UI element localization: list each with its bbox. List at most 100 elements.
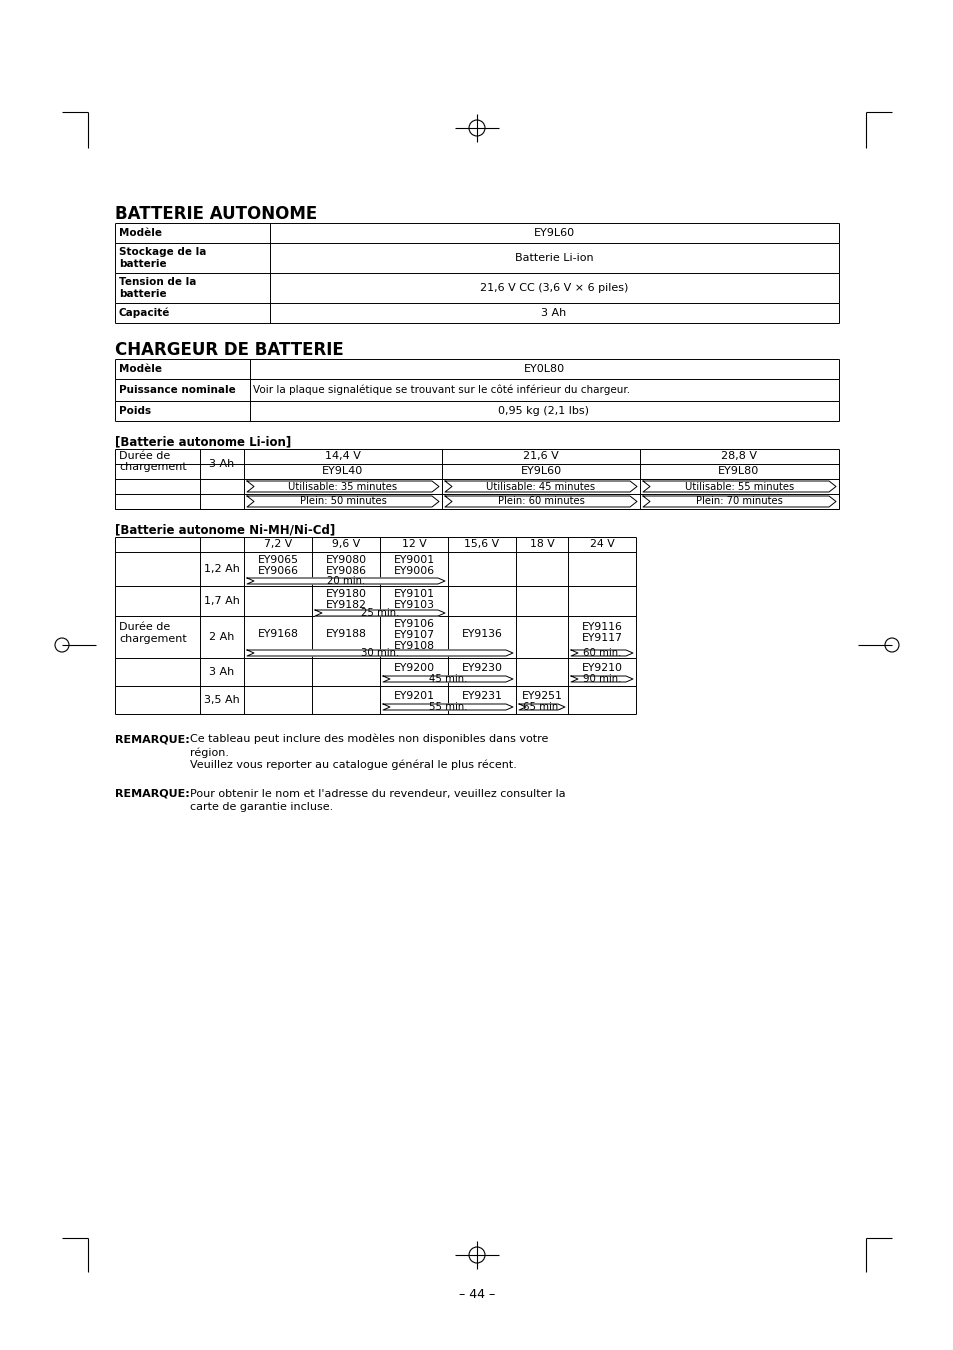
Text: EY9107: EY9107 (393, 630, 434, 640)
Text: EY9182: EY9182 (325, 599, 366, 610)
Text: carte de garantie incluse.: carte de garantie incluse. (190, 802, 333, 811)
Text: EY9200: EY9200 (393, 663, 435, 674)
Text: 0,95 kg (2,1 lbs): 0,95 kg (2,1 lbs) (498, 406, 589, 416)
Text: – 44 –: – 44 – (458, 1288, 495, 1301)
Text: Plein: 70 minutes: Plein: 70 minutes (696, 497, 782, 506)
Text: 28,8 V: 28,8 V (720, 451, 757, 460)
Text: Stockage de la
batterie: Stockage de la batterie (119, 247, 206, 269)
Text: EY9106: EY9106 (393, 620, 434, 629)
Text: 24 V: 24 V (589, 539, 614, 549)
Text: 21,6 V: 21,6 V (522, 451, 558, 460)
Text: Tension de la
batterie: Tension de la batterie (119, 277, 196, 298)
Text: Utilisable: 55 minutes: Utilisable: 55 minutes (684, 482, 793, 491)
Text: 25 min.: 25 min. (360, 608, 398, 618)
Polygon shape (247, 495, 438, 508)
Text: 12 V: 12 V (401, 539, 426, 549)
Text: 3 Ah: 3 Ah (209, 667, 234, 676)
Text: EY9231: EY9231 (461, 691, 502, 701)
Text: Voir la plaque signalétique se trouvant sur le côté inférieur du chargeur.: Voir la plaque signalétique se trouvant … (253, 385, 630, 396)
Text: Capacité: Capacité (119, 308, 171, 319)
Text: EY9188: EY9188 (325, 629, 366, 639)
Text: Poids: Poids (119, 406, 151, 416)
Text: [Batterie autonome Li-ion]: [Batterie autonome Li-ion] (115, 435, 291, 448)
Text: région.: région. (190, 747, 229, 757)
Text: Durée de: Durée de (119, 451, 170, 460)
Polygon shape (314, 610, 444, 616)
Polygon shape (642, 481, 835, 491)
Text: 3 Ah: 3 Ah (209, 459, 234, 468)
Text: EY9210: EY9210 (581, 663, 622, 674)
Text: BATTERIE AUTONOME: BATTERIE AUTONOME (115, 205, 317, 223)
Text: EY9136: EY9136 (461, 629, 502, 639)
Text: 18 V: 18 V (529, 539, 554, 549)
Text: 20 min.: 20 min. (327, 576, 365, 586)
Text: EY9066: EY9066 (257, 566, 298, 576)
Text: EY9201: EY9201 (393, 691, 434, 701)
Polygon shape (247, 649, 513, 656)
Text: Modèle: Modèle (119, 364, 162, 374)
Text: Utilisable: 35 minutes: Utilisable: 35 minutes (288, 482, 397, 491)
Text: Puissance nominale: Puissance nominale (119, 385, 235, 396)
Polygon shape (382, 703, 513, 710)
Text: Ce tableau peut inclure des modèles non disponibles dans votre: Ce tableau peut inclure des modèles non … (190, 734, 548, 744)
Text: EY9168: EY9168 (257, 629, 298, 639)
Text: 1,2 Ah: 1,2 Ah (204, 564, 240, 574)
Text: EY9065: EY9065 (257, 555, 298, 566)
Text: EY9001: EY9001 (393, 555, 435, 566)
Text: EY9103: EY9103 (393, 599, 434, 610)
Text: Plein: 50 minutes: Plein: 50 minutes (299, 497, 386, 506)
Text: chargement: chargement (119, 634, 187, 644)
Text: Batterie Li-ion: Batterie Li-ion (515, 252, 593, 263)
Text: chargement: chargement (119, 462, 187, 472)
Text: 55 min.: 55 min. (428, 702, 467, 711)
Text: EY9L40: EY9L40 (322, 466, 363, 477)
Text: 7,2 V: 7,2 V (264, 539, 292, 549)
Text: 60 min.: 60 min. (582, 648, 620, 657)
Text: 9,6 V: 9,6 V (332, 539, 359, 549)
Text: EY9080: EY9080 (325, 555, 366, 566)
Text: Utilisable: 45 minutes: Utilisable: 45 minutes (486, 482, 595, 491)
Text: EY9L60: EY9L60 (533, 228, 574, 238)
Text: Plein: 60 minutes: Plein: 60 minutes (497, 497, 584, 506)
Text: EY9086: EY9086 (325, 566, 366, 576)
Polygon shape (518, 703, 564, 710)
Text: 1,7 Ah: 1,7 Ah (204, 595, 240, 606)
Text: Modèle: Modèle (119, 228, 162, 238)
Text: EY9101: EY9101 (393, 589, 434, 599)
Text: REMARQUE:: REMARQUE: (115, 788, 190, 799)
Text: EY9L60: EY9L60 (520, 466, 561, 477)
Text: 90 min.: 90 min. (582, 674, 620, 684)
Text: EY0L80: EY0L80 (523, 364, 564, 374)
Polygon shape (571, 649, 633, 656)
Text: 65 min.: 65 min. (522, 702, 560, 711)
Text: 21,6 V CC (3,6 V × 6 piles): 21,6 V CC (3,6 V × 6 piles) (479, 284, 627, 293)
Text: 2 Ah: 2 Ah (209, 632, 234, 643)
Text: EY9108: EY9108 (393, 641, 434, 651)
Text: 3,5 Ah: 3,5 Ah (204, 695, 239, 705)
Text: EY9251: EY9251 (521, 691, 562, 701)
Text: 14,4 V: 14,4 V (325, 451, 360, 460)
Text: 3 Ah: 3 Ah (540, 308, 566, 319)
Text: REMARQUE:: REMARQUE: (115, 734, 190, 744)
Text: Pour obtenir le nom et l'adresse du revendeur, veuillez consulter la: Pour obtenir le nom et l'adresse du reve… (190, 788, 565, 799)
Text: 15,6 V: 15,6 V (464, 539, 499, 549)
Polygon shape (247, 481, 438, 491)
Text: Veuillez vous reporter au catalogue général le plus récent.: Veuillez vous reporter au catalogue géné… (190, 760, 517, 771)
Text: EY9230: EY9230 (461, 663, 502, 674)
Text: EY9117: EY9117 (581, 633, 621, 643)
Polygon shape (444, 495, 637, 508)
Text: EY9006: EY9006 (393, 566, 435, 576)
Polygon shape (444, 481, 637, 491)
Text: Durée de: Durée de (119, 622, 170, 632)
Text: EY9116: EY9116 (581, 622, 621, 632)
Polygon shape (642, 495, 835, 508)
Polygon shape (571, 676, 633, 682)
Text: EY9L80: EY9L80 (718, 466, 759, 477)
Text: 30 min.: 30 min. (360, 648, 398, 657)
Polygon shape (247, 578, 444, 585)
Text: EY9180: EY9180 (325, 589, 366, 599)
Polygon shape (382, 676, 513, 682)
Text: [Batterie autonome Ni-MH/Ni-Cd]: [Batterie autonome Ni-MH/Ni-Cd] (115, 522, 335, 536)
Text: CHARGEUR DE BATTERIE: CHARGEUR DE BATTERIE (115, 342, 343, 359)
Text: 45 min.: 45 min. (428, 674, 467, 684)
